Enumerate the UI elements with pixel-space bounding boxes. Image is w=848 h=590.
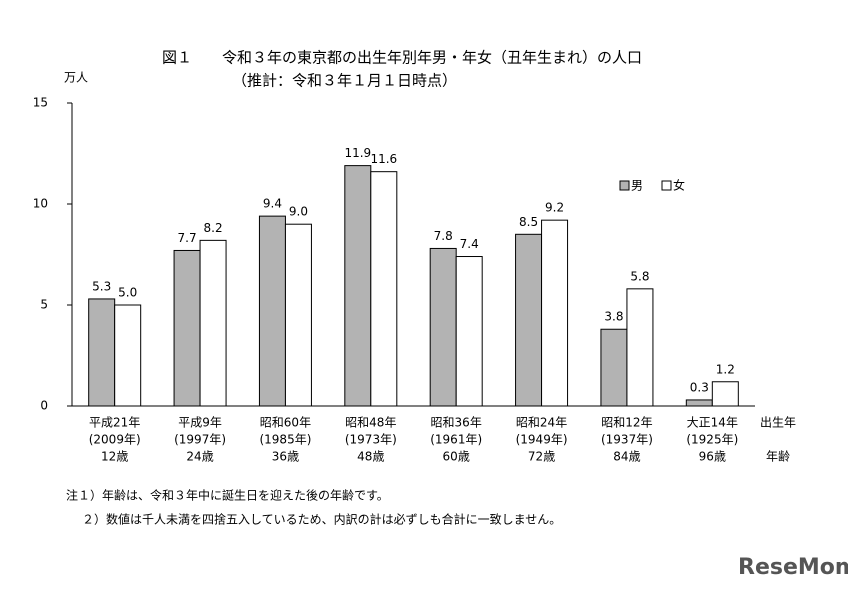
legend-label: 女	[673, 178, 685, 193]
value-label: 11.6	[370, 152, 397, 166]
x-tick-label: 96歳	[699, 450, 726, 464]
value-label: 8.5	[519, 215, 538, 229]
bar	[199, 239, 227, 407]
value-label: 0.3	[690, 380, 709, 394]
bar	[429, 247, 457, 407]
value-label: 7.7	[178, 231, 197, 245]
x-tick-label: 24歳	[186, 450, 213, 464]
bar	[600, 328, 628, 407]
x-tick-label: (1961年)	[430, 433, 482, 447]
y-tick-label: 15	[33, 96, 48, 110]
value-label: 5.0	[118, 286, 137, 300]
bar	[114, 304, 142, 407]
value-label: 5.3	[92, 279, 111, 293]
bar	[284, 223, 312, 407]
bar	[88, 298, 116, 407]
bar	[711, 381, 739, 407]
value-label: 5.8	[630, 269, 649, 283]
x-tick-label: 84歳	[613, 450, 640, 464]
x-tick-label: (1937年)	[601, 433, 653, 447]
bar	[455, 256, 483, 407]
row-label: 出生年	[760, 416, 796, 430]
chart-subtitle: （推計：令和３年１月１日時点）	[232, 72, 457, 90]
x-tick-label: 60歳	[443, 450, 470, 464]
value-label: 11.9	[344, 146, 371, 160]
x-tick-label: (1925年)	[686, 433, 738, 447]
value-label: 9.0	[289, 205, 308, 219]
x-tick-label: 72歳	[528, 450, 555, 464]
y-axis-label: 万人	[64, 71, 88, 85]
watermark: ReseMom	[738, 555, 848, 580]
value-label: 9.2	[545, 201, 564, 215]
x-tick-label: (1949年)	[516, 433, 568, 447]
x-tick-label: 昭和48年	[345, 416, 396, 430]
x-tick-label: (2009年)	[89, 433, 141, 447]
x-tick-label: 昭和12年	[601, 416, 652, 430]
legend-label: 男	[631, 179, 643, 193]
value-label: 7.8	[434, 229, 453, 243]
x-tick-label: 昭和24年	[516, 416, 567, 430]
x-tick-label: 昭和60年	[260, 416, 311, 430]
bar	[541, 219, 569, 407]
bar	[173, 249, 201, 407]
bar	[344, 165, 372, 407]
bar	[685, 399, 713, 407]
bar	[258, 215, 286, 407]
row-label: 年齢	[766, 449, 790, 464]
x-tick-label: 12歳	[101, 450, 128, 464]
value-label: 7.4	[460, 237, 479, 251]
y-tick-label: 10	[33, 197, 48, 211]
x-tick-label: 36歳	[272, 450, 299, 464]
legend-swatch	[661, 180, 672, 191]
bar	[370, 171, 398, 407]
x-tick-label: 48歳	[357, 450, 384, 464]
x-tick-label: 平成21年	[89, 416, 140, 430]
legend-swatch	[619, 180, 630, 191]
y-tick-label: 0	[40, 399, 48, 413]
note: ２）数値は千人未満を四捨五入しているため、内訳の計は必ずしも合計に一致しません。	[82, 512, 561, 527]
value-label: 9.4	[263, 197, 282, 211]
x-tick-label: 昭和36年	[431, 416, 482, 430]
note: 注１）年齢は、令和３年中に誕生日を迎えた後の年齢です。	[66, 488, 389, 503]
value-label: 1.2	[716, 362, 735, 376]
value-label: 8.2	[204, 221, 223, 235]
value-label: 3.8	[604, 310, 623, 324]
chart-title: 図１ 令和３年の東京都の出生年別年男・年女（丑年生まれ）の人口	[162, 49, 642, 67]
x-tick-label: (1985年)	[259, 433, 311, 447]
bar	[626, 288, 654, 407]
x-tick-label: 平成9年	[178, 416, 222, 430]
x-tick-label: (1997年)	[174, 433, 226, 447]
x-tick-label: (1973年)	[345, 433, 397, 447]
y-tick-label: 5	[40, 298, 48, 312]
x-tick-label: 大正14年	[687, 416, 738, 430]
bar	[515, 233, 543, 407]
